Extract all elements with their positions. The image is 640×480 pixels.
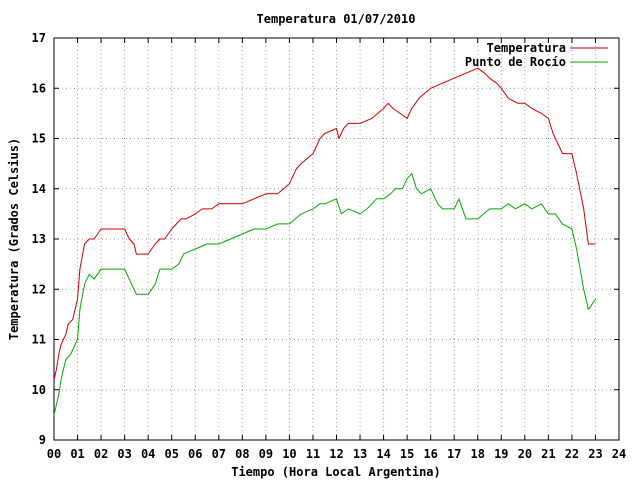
- y-tick-label: 17: [32, 31, 46, 45]
- legend-label-punto-de-rocio: Punto de Rocío: [465, 55, 566, 69]
- x-tick-label: 24: [612, 447, 626, 461]
- x-tick-label: 07: [212, 447, 226, 461]
- y-tick-label: 16: [32, 81, 46, 95]
- x-tick-label: 00: [47, 447, 61, 461]
- x-tick-label: 10: [282, 447, 296, 461]
- x-tick-label: 12: [329, 447, 343, 461]
- y-tick-label: 15: [32, 132, 46, 146]
- y-tick-label: 11: [32, 333, 46, 347]
- y-axis-label: Temperatura (Grados Celsius): [7, 138, 21, 340]
- x-tick-label: 04: [141, 447, 155, 461]
- x-tick-label: 02: [94, 447, 108, 461]
- x-tick-label: 19: [494, 447, 508, 461]
- series-line-temperatura: [53, 67, 596, 380]
- x-tick-label: 13: [353, 447, 367, 461]
- x-tick-label: 21: [541, 447, 555, 461]
- y-tick-label: 12: [32, 282, 46, 296]
- legend: Temperatura Punto de Rocío: [465, 41, 608, 69]
- x-tick-label: 15: [400, 447, 414, 461]
- x-tick-label: 05: [164, 447, 178, 461]
- grid-lines: [54, 38, 619, 440]
- y-tick-label: 14: [32, 182, 46, 196]
- x-tick-label: 18: [471, 447, 485, 461]
- x-tick-label: 16: [423, 447, 437, 461]
- x-tick-label: 06: [188, 447, 202, 461]
- series-lines: [53, 67, 596, 416]
- y-tick-label: 9: [39, 433, 46, 447]
- x-tick-label: 20: [518, 447, 532, 461]
- y-tick-label: 13: [32, 232, 46, 246]
- chart-title: Temperatura 01/07/2010: [257, 12, 416, 26]
- x-tick-label: 03: [117, 447, 131, 461]
- series-line-punto-de-rocio: [53, 173, 596, 416]
- x-tick-label: 01: [70, 447, 84, 461]
- y-tick-label: 10: [32, 383, 46, 397]
- x-tick-label: 11: [306, 447, 320, 461]
- axis-ticks: 00 01 02 03 04 05 06 07 08 09 10 11 12 13 14 15 16 17 18 19…: [32, 31, 627, 461]
- x-tick-label: 14: [376, 447, 390, 461]
- x-tick-label: 23: [588, 447, 602, 461]
- legend-label-temperatura: Temperatura: [487, 41, 566, 55]
- x-tick-label: 17: [447, 447, 461, 461]
- x-tick-label: 22: [565, 447, 579, 461]
- x-tick-label: 09: [259, 447, 273, 461]
- x-tick-label: 08: [235, 447, 249, 461]
- x-axis-label: Tiempo (Hora Local Argentina): [231, 465, 441, 479]
